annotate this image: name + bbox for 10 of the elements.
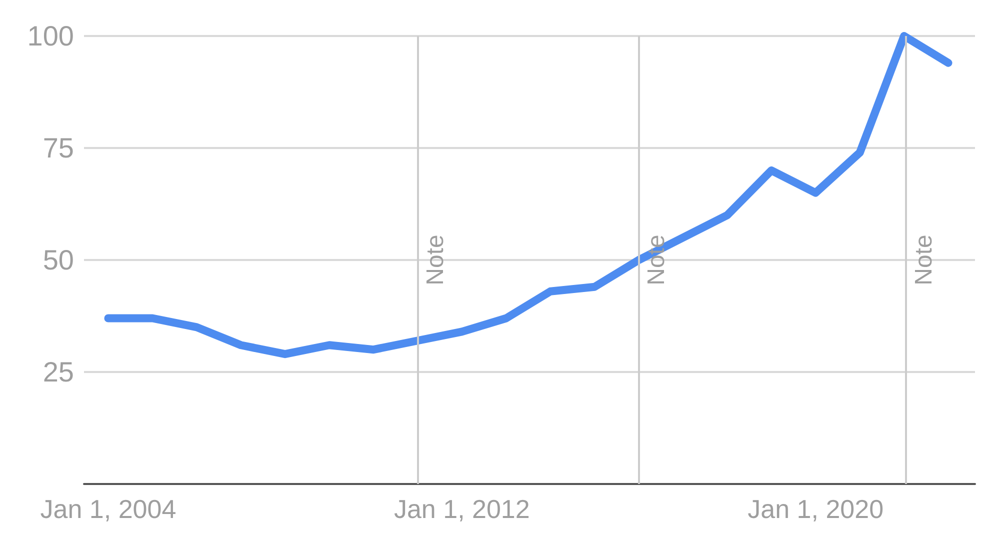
ref-line-label: Note [643, 234, 670, 286]
x-tick-label: Jan 1, 2004 [40, 494, 176, 524]
y-tick-label: 25 [42, 356, 74, 388]
y-tick-label: 75 [42, 132, 74, 164]
x-tick-label: Jan 1, 2012 [394, 494, 530, 524]
y-tick-label: 100 [27, 20, 74, 52]
ref-line-label: Note [910, 234, 938, 286]
y-tick-label: 50 [42, 244, 74, 276]
ref-line-label: Note [422, 234, 450, 286]
x-tick-label: Jan 1, 2020 [748, 494, 884, 524]
